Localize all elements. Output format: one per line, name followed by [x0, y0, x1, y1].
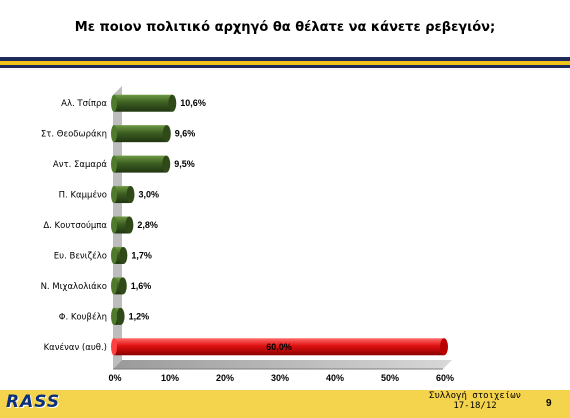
category-label: Στ. Θεοδωράκη: [41, 130, 107, 140]
bar-cap: [125, 216, 134, 234]
bar: [111, 125, 171, 143]
data-label: 9,6%: [175, 129, 196, 139]
bar: [111, 216, 134, 234]
bar-base: [111, 216, 117, 234]
bar-body: [114, 94, 173, 112]
x-tick-label: 10%: [161, 373, 179, 383]
bar: [111, 338, 448, 356]
header-rule-gold: [0, 61, 570, 65]
category-label: Ευ. Βενιζέλο: [54, 250, 107, 261]
category-label: Κανέναν (αυθ.): [44, 342, 107, 353]
bar-body: [114, 277, 123, 295]
bar-base: [111, 125, 117, 143]
header-rule-navy-top: [0, 57, 570, 61]
category-label: Π. Καμμένο: [59, 190, 107, 201]
x-tick-label: 30%: [271, 373, 289, 383]
category-label: Ν. Μιχαλολιάκο: [41, 282, 107, 292]
bar-cap: [440, 338, 448, 356]
data-label: 1,6%: [131, 281, 152, 291]
bar: [111, 307, 125, 325]
x-tick-label: 60%: [436, 373, 454, 383]
data-label: 60,0%: [266, 342, 292, 352]
data-label: 10,6%: [180, 98, 206, 108]
bar: [111, 94, 177, 112]
header-rule-navy-bottom: [0, 65, 570, 68]
bar-cap: [162, 155, 171, 173]
note-line-2: 17-18/12: [453, 401, 497, 411]
category-label: Αλ. Τσίπρα: [61, 99, 107, 109]
bar-base: [111, 307, 117, 325]
bar-base: [111, 155, 117, 173]
category-label: Δ. Κουτσούμπα: [43, 220, 107, 231]
page-number: 9: [546, 398, 552, 409]
bar: [111, 277, 127, 295]
bar-base: [111, 186, 117, 204]
bar: [111, 186, 135, 204]
data-label: 3,0%: [139, 190, 160, 200]
bar: [111, 246, 128, 264]
bar-base: [111, 246, 117, 264]
x-tick-label: 40%: [326, 373, 344, 383]
bar-body: [114, 338, 444, 356]
rass-logo: RASS: [6, 392, 61, 412]
note-line-1: Συλλογή στοιχείων: [428, 391, 522, 401]
x-tick-label: 20%: [216, 373, 234, 383]
bar-base: [111, 277, 117, 295]
bar-cap: [168, 94, 177, 112]
chart-floor: [113, 360, 452, 369]
bar-body: [114, 125, 167, 143]
data-label: 1,2%: [129, 311, 150, 321]
data-collection-note: Συλλογή στοιχείων 17-18/12: [425, 391, 525, 411]
data-label: 9,5%: [174, 159, 195, 169]
bar-base: [111, 94, 117, 112]
bar-body: [114, 246, 124, 264]
bar-cap: [116, 307, 125, 325]
bar-cap: [118, 277, 127, 295]
chart-title: Με ποιον πολιτικό αρχηγό θα θέλατε να κά…: [74, 20, 496, 35]
bar-cap: [119, 246, 128, 264]
x-tick-label: 50%: [381, 373, 399, 383]
data-label: 1,7%: [131, 250, 152, 260]
category-label: Φ. Κουβέλη: [59, 311, 107, 322]
bar-body: [114, 216, 130, 234]
bar-chart: 0% 10% 20% 30% 40% 50% 60% Αλ. Τσίπρα 10,6% Στ. Θ…: [41, 86, 454, 383]
bar: [111, 155, 171, 173]
bar-body: [114, 155, 167, 173]
bar-cap: [162, 125, 171, 143]
bar-body: [114, 186, 131, 204]
footer-bar: [0, 390, 570, 418]
category-label: Αντ. Σαμαρά: [53, 160, 107, 170]
bar-cap: [126, 186, 135, 204]
data-label: 2,8%: [137, 220, 158, 230]
bar-base: [111, 338, 117, 356]
x-tick-label: 0%: [108, 373, 121, 383]
